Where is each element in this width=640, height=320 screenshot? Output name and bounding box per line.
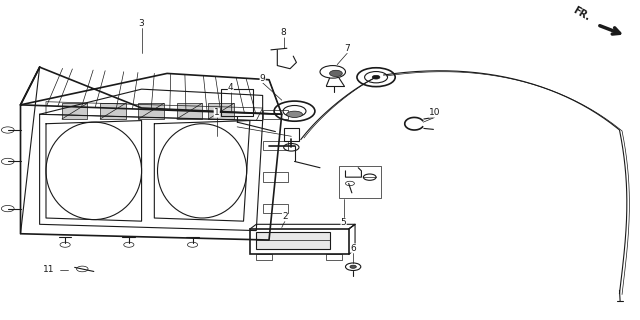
Bar: [62, 103, 88, 119]
Bar: [256, 232, 330, 250]
Bar: [339, 166, 381, 197]
Text: 9: 9: [260, 74, 266, 83]
Bar: [262, 172, 288, 182]
Circle shape: [330, 70, 342, 76]
Bar: [326, 253, 342, 260]
Text: 1: 1: [214, 108, 220, 117]
Text: 5: 5: [340, 218, 346, 227]
Bar: [209, 103, 234, 119]
Text: 8: 8: [281, 28, 287, 37]
Bar: [284, 128, 299, 141]
Text: 10: 10: [429, 108, 440, 117]
Bar: [262, 141, 288, 150]
Bar: [262, 109, 288, 119]
Circle shape: [372, 75, 380, 79]
Bar: [221, 89, 253, 116]
Bar: [250, 229, 349, 254]
Bar: [256, 253, 272, 260]
Ellipse shape: [287, 111, 303, 117]
Text: FR.: FR.: [571, 5, 591, 23]
Bar: [100, 103, 125, 119]
Circle shape: [350, 265, 356, 268]
Text: 6: 6: [350, 244, 356, 252]
Bar: [262, 204, 288, 213]
Text: 4: 4: [228, 83, 234, 92]
Bar: [177, 103, 202, 119]
Text: 7: 7: [344, 44, 350, 53]
Text: 11: 11: [44, 265, 55, 274]
Bar: [138, 103, 164, 119]
Text: 3: 3: [139, 19, 145, 28]
Text: 2: 2: [282, 212, 288, 221]
